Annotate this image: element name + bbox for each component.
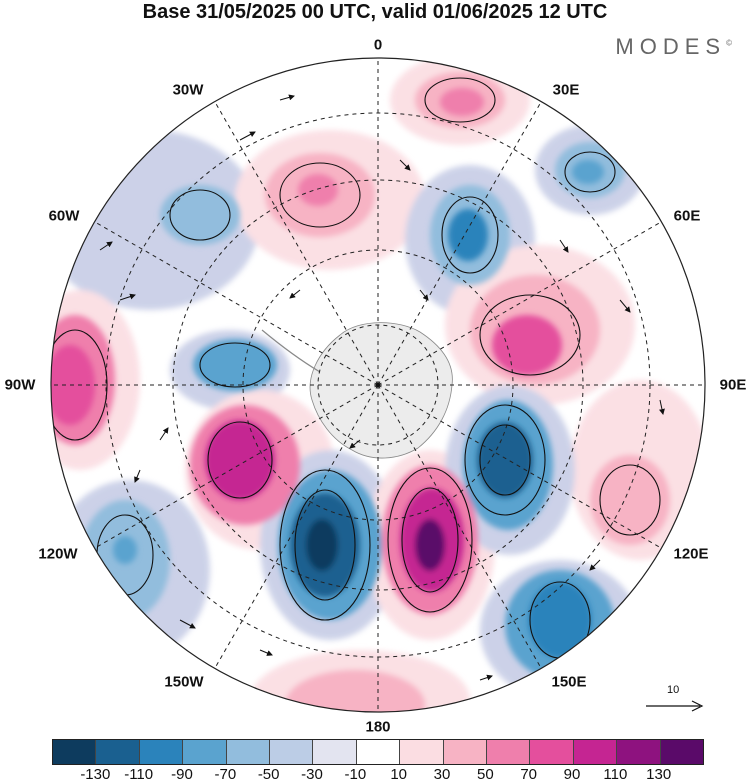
- colorbar-tick-label: 110: [603, 766, 628, 783]
- colorbar-tick-label: -30: [301, 766, 323, 783]
- map-title: Base 31/05/2025 00 UTC, valid 01/06/2025…: [142, 1, 608, 23]
- colorbar-swatch: [96, 740, 140, 764]
- colorbar-tick-label: 50: [476, 766, 494, 783]
- lon-label-60e: 60E: [673, 207, 701, 225]
- colorbar-tick-label: -90: [171, 766, 193, 783]
- reference-vector-arrow-icon: [646, 700, 704, 712]
- colorbar-swatch: [53, 740, 97, 764]
- colorbar-tick-label: -10: [344, 766, 367, 783]
- antarctic-peninsula: [261, 329, 321, 373]
- wind-arrows: [99, 94, 665, 681]
- colorbar-swatch: [660, 740, 704, 764]
- colorbar-swatch: [573, 740, 618, 764]
- lon-label-30e: 30E: [552, 81, 580, 99]
- colorbar-swatch: [139, 740, 184, 764]
- colorbar-tick-label: 130: [646, 766, 672, 783]
- reference-vector-label: 10: [667, 684, 680, 696]
- colorbar-swatch: [183, 740, 227, 764]
- wind-streamlines: [51, 77, 661, 659]
- colorbar-swatch: [226, 740, 271, 764]
- anomaly-field: [51, 58, 705, 712]
- colorbar-tick-label: 30: [433, 766, 451, 783]
- colorbar-swatch: [313, 740, 357, 764]
- lon-label-120w: 120W: [38, 545, 78, 563]
- colorbar-tick-label: 90: [563, 766, 581, 783]
- colorbar-tick-label: -110: [124, 766, 154, 783]
- lon-label-150e: 150E: [551, 673, 587, 691]
- colorbar-swatch: [400, 740, 444, 764]
- colorbar-tick-label: -130: [80, 766, 111, 783]
- colorbar-swatch: [356, 740, 401, 764]
- brand-mark: ©: [726, 38, 732, 48]
- colorbar-swatch: [617, 740, 661, 764]
- colorbar: [52, 739, 704, 765]
- map-boundary: [50, 57, 706, 713]
- lon-label-180: 180: [365, 718, 391, 736]
- colorbar-tick-label: -50: [257, 766, 280, 783]
- south-pole-marker: [375, 382, 381, 388]
- colorbar-swatch: [270, 740, 314, 764]
- lon-label-90e: 90E: [719, 376, 747, 394]
- colorbar-swatch: [530, 740, 574, 764]
- colorbar-swatch: [487, 740, 531, 764]
- colorbar-swatch: [443, 740, 488, 764]
- lon-label-0: 0: [373, 36, 383, 54]
- antarctica-landmass: [309, 322, 453, 459]
- colorbar-tick-label: 10: [390, 766, 407, 783]
- lon-label-60w: 60W: [48, 207, 80, 225]
- colorbar-tick-label: 70: [520, 766, 537, 783]
- brand-logo: MODES©: [615, 34, 732, 60]
- lon-label-30w: 30W: [172, 81, 204, 99]
- lon-label-90w: 90W: [4, 376, 36, 394]
- lon-label-120e: 120E: [673, 545, 709, 563]
- polar-map: [50, 57, 706, 713]
- brand-text: MODES: [615, 34, 727, 59]
- lon-label-150w: 150W: [164, 673, 204, 691]
- colorbar-tick-label: -70: [214, 766, 237, 783]
